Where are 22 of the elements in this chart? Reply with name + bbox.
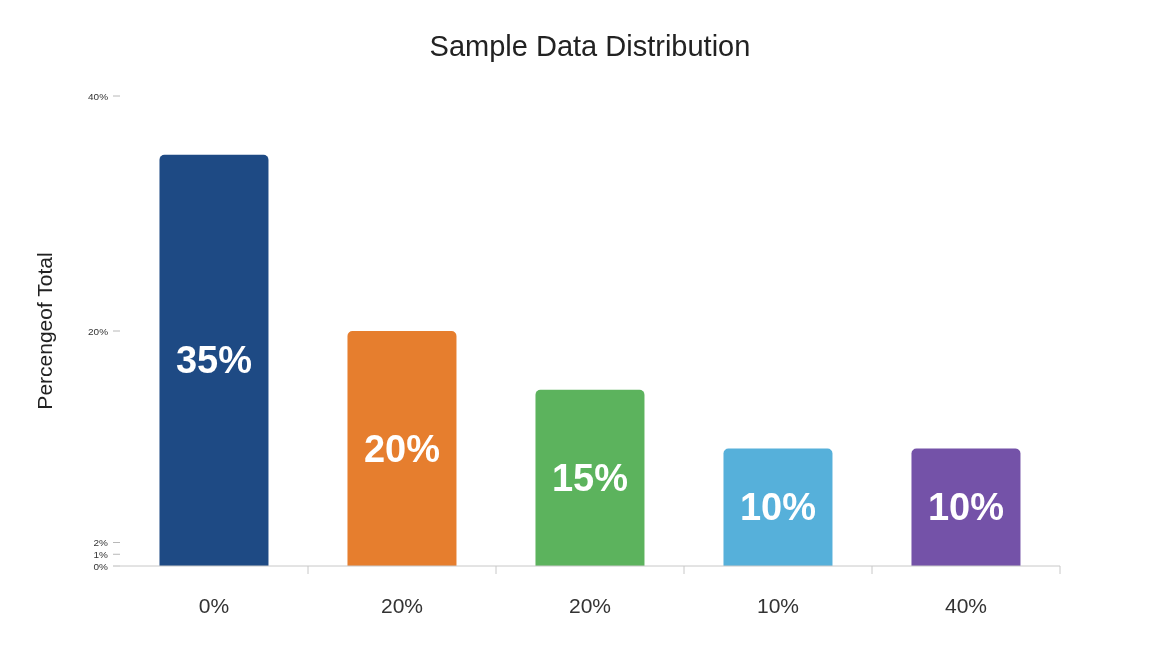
x-tick-label: 40% xyxy=(944,594,988,617)
x-tick-label: 0% xyxy=(198,594,230,617)
y-tick-label: 40% xyxy=(88,90,109,102)
bar xyxy=(347,331,457,566)
chart-title: Sample Data Distribution xyxy=(428,30,752,63)
y-tick-label: 0% xyxy=(93,560,109,572)
bar xyxy=(911,448,1021,566)
x-tick-label: 20% xyxy=(380,594,424,617)
y-axis-title: Percengeof Total xyxy=(33,252,56,410)
bar xyxy=(535,389,645,566)
bar xyxy=(159,154,269,566)
data-label: 10% xyxy=(739,486,817,529)
data-label: 15% xyxy=(551,456,629,499)
y-tick-label: 2% xyxy=(93,537,109,549)
x-tick-label: 10% xyxy=(756,594,800,617)
y-tick-label: 20% xyxy=(88,325,109,337)
bar xyxy=(723,448,833,566)
data-label: 10% xyxy=(927,486,1005,529)
data-label: 35% xyxy=(175,339,253,382)
x-tick-label: 20% xyxy=(568,594,612,617)
data-label: 20% xyxy=(363,427,441,470)
y-tick-label: 1% xyxy=(93,548,109,560)
